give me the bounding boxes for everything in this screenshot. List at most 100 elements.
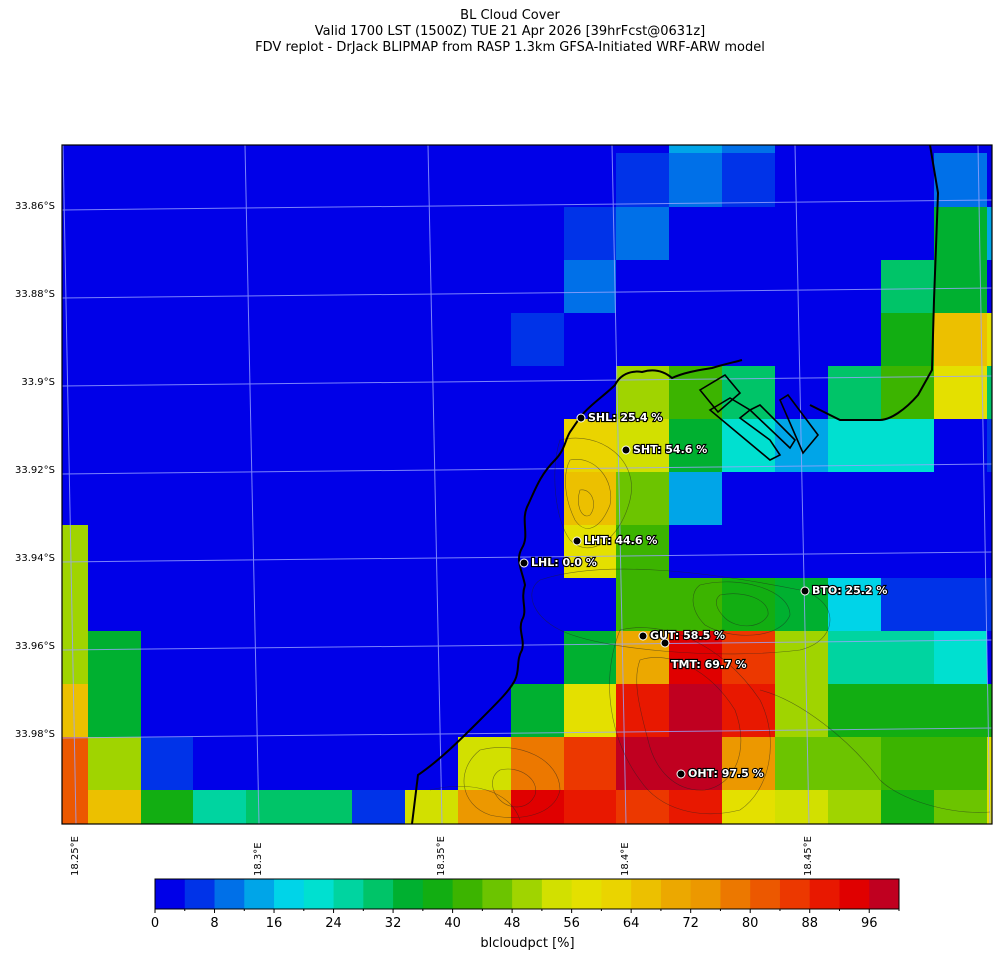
heatmap-cell xyxy=(88,525,142,579)
heatmap-cell xyxy=(934,472,988,526)
heatmap-cell xyxy=(299,366,353,420)
heatmap-cell xyxy=(352,472,406,526)
heatmap-cell xyxy=(722,313,776,367)
heatmap-cell xyxy=(405,631,459,685)
colorbar-tick-label: 32 xyxy=(384,916,402,931)
heatmap-cell xyxy=(141,153,194,208)
heatmap-cell xyxy=(722,260,776,314)
colorbar-tick-label: 24 xyxy=(325,916,342,931)
heatmap-cell xyxy=(458,578,512,632)
chart-title: BL Cloud Cover xyxy=(460,8,560,23)
heatmap-cell xyxy=(88,790,142,825)
heatmap-cell xyxy=(405,145,459,154)
heatmap-cell xyxy=(511,260,565,314)
colorbar-swatch xyxy=(601,879,632,909)
heatmap-cell xyxy=(141,145,194,154)
heatmap-cell xyxy=(88,737,142,791)
heatmap-cell xyxy=(828,366,882,420)
heatmap-cell xyxy=(246,790,300,825)
svg-text:OHT: 97.5 %: OHT: 97.5 % xyxy=(688,767,764,780)
colorbar-swatch xyxy=(422,879,454,909)
heatmap-cell xyxy=(616,153,670,208)
colorbar-swatch xyxy=(660,879,692,909)
heatmap-cell xyxy=(88,684,142,738)
heatmap-cell xyxy=(934,790,988,825)
heatmap-cell xyxy=(352,366,406,420)
colorbar-swatch xyxy=(274,879,305,909)
heatmap-cell xyxy=(62,153,89,208)
heatmap-cell xyxy=(669,207,723,261)
heatmap-cell xyxy=(722,153,776,208)
colorbar-tick-label: 56 xyxy=(563,916,580,931)
heatmap-cell xyxy=(511,525,565,579)
heatmap-cell xyxy=(246,684,300,738)
heatmap-cell xyxy=(246,207,300,261)
heatmap-cell xyxy=(193,313,247,367)
colorbar-swatch xyxy=(809,879,840,909)
heatmap-cell xyxy=(299,260,353,314)
heatmap-cell xyxy=(88,419,142,473)
heatmap-cell xyxy=(722,578,776,632)
y-tick-label: 33.92°S xyxy=(15,465,55,476)
heatmap-cell xyxy=(62,525,89,579)
heatmap-cell xyxy=(934,737,988,791)
heatmap-cell xyxy=(722,525,776,579)
heatmap-cell xyxy=(564,737,617,791)
colorbar-swatch xyxy=(631,879,662,909)
heatmap-cell xyxy=(669,366,723,420)
heatmap-cell xyxy=(775,207,829,261)
heatmap-cell xyxy=(775,684,829,738)
heatmap-cell xyxy=(987,153,993,208)
heatmap-cell xyxy=(511,366,565,420)
heatmap-cell xyxy=(881,260,935,314)
heatmap-cell xyxy=(987,207,993,261)
heatmap-cell xyxy=(775,313,829,367)
colorbar-swatch xyxy=(869,879,900,909)
heatmap-cell xyxy=(299,578,353,632)
heatmap-cell xyxy=(299,207,353,261)
heatmap-cells xyxy=(62,145,993,825)
heatmap-cell xyxy=(405,153,459,208)
heatmap-cell xyxy=(458,790,512,825)
heatmap-cell xyxy=(511,153,565,208)
heatmap-cell xyxy=(511,684,565,738)
heatmap-cell xyxy=(881,313,935,367)
heatmap-cell xyxy=(352,145,406,154)
heatmap-cell xyxy=(405,684,459,738)
heatmap-cell xyxy=(352,737,406,791)
colorbar-swatch xyxy=(720,879,751,909)
heatmap-cell xyxy=(511,472,565,526)
heatmap-cell xyxy=(828,313,882,367)
heatmap-cell xyxy=(62,419,89,473)
heatmap-cell xyxy=(193,419,247,473)
heatmap-cell xyxy=(246,737,300,791)
site-markers: SHL: 25.4 % SHT: 54.6 % LHT: 44.6 % LHL: 0.… xyxy=(519,410,889,781)
heatmap-cell xyxy=(458,684,512,738)
heatmap-cell xyxy=(828,578,882,632)
heatmap-cell xyxy=(193,790,247,825)
heatmap-cell xyxy=(881,525,935,579)
colorbar-label: blcloudpct [%] xyxy=(480,936,575,951)
heatmap-cell xyxy=(141,313,194,367)
colorbar-swatch xyxy=(452,879,483,909)
colorbar-swatch xyxy=(541,879,573,909)
heatmap-cell xyxy=(141,419,194,473)
site-marker-oht: OHT: 97.5 % xyxy=(676,766,765,781)
colorbar-tick-label: 88 xyxy=(801,916,818,931)
colorbar-tick-label: 40 xyxy=(444,916,461,931)
heatmap-cell xyxy=(511,207,565,261)
heatmap-cell xyxy=(669,472,723,526)
heatmap-cell xyxy=(352,153,406,208)
heatmap-cell xyxy=(405,472,459,526)
heatmap-cell xyxy=(299,684,353,738)
heatmap-cell xyxy=(62,207,89,261)
heatmap-cell xyxy=(775,790,829,825)
heatmap-cell xyxy=(564,684,617,738)
heatmap-cell xyxy=(828,472,882,526)
colorbar-tick-label: 80 xyxy=(741,916,759,931)
heatmap-cell xyxy=(934,207,988,261)
heatmap-cell xyxy=(722,684,776,738)
heatmap-cell xyxy=(299,153,353,208)
colorbar-swatch xyxy=(155,879,186,909)
